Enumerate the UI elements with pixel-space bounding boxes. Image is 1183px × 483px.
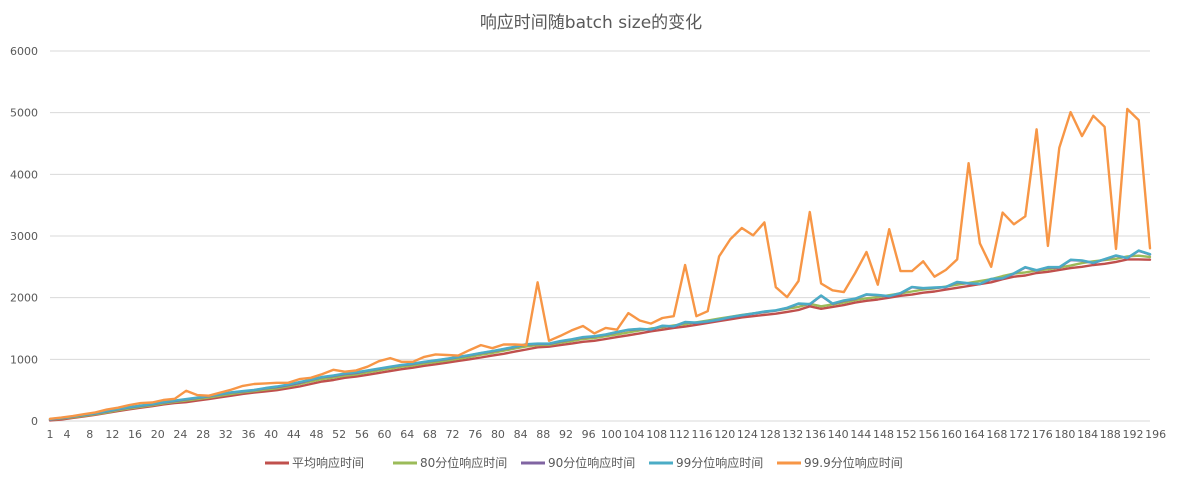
y-axis-tick-labels: 0 1000 2000 3000 4000 5000 6000 <box>10 45 38 428</box>
x-tick-label: 76 <box>468 428 482 441</box>
x-axis-tick-labels: 1 4 8 12 16 20 24 28 32 36 40 44 48 52 56 60 64 68 72 76 80 8… <box>47 428 1167 441</box>
x-tick-label: 56 <box>355 428 369 441</box>
x-tick-label: 12 <box>105 428 119 441</box>
x-tick-label: 132 <box>782 428 803 441</box>
x-tick-label: 40 <box>264 428 278 441</box>
y-tick-label: 5000 <box>10 107 38 120</box>
legend: 平均响应时间 80分位响应时间 90分位响应时间 99分位响应时间 99.9分位响应时间 <box>265 455 903 470</box>
legend-label: 99分位响应时间 <box>676 455 763 470</box>
x-tick-label: 24 <box>173 428 187 441</box>
x-tick-label: 32 <box>219 428 233 441</box>
series-line-0 <box>48 258 1152 422</box>
x-tick-label: 136 <box>805 428 826 441</box>
x-tick-label: 156 <box>918 428 939 441</box>
x-tick-label: 144 <box>850 428 871 441</box>
legend-label: 90分位响应时间 <box>548 455 635 470</box>
y-tick-label: 1000 <box>10 353 38 366</box>
x-tick-label: 84 <box>514 428 528 441</box>
y-tick-label: 0 <box>31 415 38 428</box>
x-tick-label: 88 <box>536 428 550 441</box>
x-tick-label: 52 <box>332 428 346 441</box>
x-tick-label: 164 <box>964 428 985 441</box>
x-tick-label: 68 <box>423 428 437 441</box>
x-tick-label: 100 <box>601 428 622 441</box>
x-tick-label: 128 <box>760 428 781 441</box>
x-tick-label: 8 <box>86 428 93 441</box>
series-lines <box>48 107 1152 422</box>
x-tick-label: 96 <box>582 428 596 441</box>
x-tick-label: 112 <box>669 428 690 441</box>
series-line-4 <box>48 107 1152 420</box>
x-tick-label: 48 <box>309 428 323 441</box>
x-tick-label: 192 <box>1122 428 1143 441</box>
x-tick-label: 4 <box>64 428 71 441</box>
x-tick-label: 36 <box>241 428 255 441</box>
x-tick-label: 152 <box>896 428 917 441</box>
x-tick-label: 72 <box>446 428 460 441</box>
x-tick-label: 196 <box>1145 428 1166 441</box>
x-tick-label: 140 <box>828 428 849 441</box>
x-tick-label: 20 <box>151 428 165 441</box>
series-line-3 <box>48 249 1152 421</box>
y-tick-label: 4000 <box>10 168 38 181</box>
legend-label: 99.9分位响应时间 <box>804 455 903 470</box>
x-tick-label: 80 <box>491 428 505 441</box>
x-tick-label: 184 <box>1077 428 1098 441</box>
x-tick-label: 172 <box>1009 428 1030 441</box>
x-tick-label: 124 <box>737 428 758 441</box>
x-tick-label: 1 <box>47 428 54 441</box>
x-tick-label: 104 <box>624 428 645 441</box>
x-tick-label: 92 <box>559 428 573 441</box>
x-tick-label: 148 <box>873 428 894 441</box>
x-tick-label: 168 <box>986 428 1007 441</box>
x-tick-label: 108 <box>646 428 667 441</box>
x-tick-label: 44 <box>287 428 301 441</box>
x-tick-label: 28 <box>196 428 210 441</box>
x-tick-label: 160 <box>941 428 962 441</box>
x-tick-label: 180 <box>1054 428 1075 441</box>
x-tick-label: 176 <box>1032 428 1053 441</box>
legend-label: 平均响应时间 <box>292 455 364 470</box>
y-tick-label: 2000 <box>10 292 38 305</box>
y-tick-label: 3000 <box>10 230 38 243</box>
y-tick-label: 6000 <box>10 45 38 58</box>
x-tick-label: 60 <box>378 428 392 441</box>
x-tick-label: 64 <box>400 428 414 441</box>
gridlines <box>50 50 1150 422</box>
x-tick-label: 16 <box>128 428 142 441</box>
x-tick-label: 120 <box>714 428 735 441</box>
x-tick-label: 116 <box>692 428 713 441</box>
legend-label: 80分位响应时间 <box>420 455 507 470</box>
chart-title: 响应时间随batch size的变化 <box>480 13 702 33</box>
x-tick-label: 188 <box>1100 428 1121 441</box>
